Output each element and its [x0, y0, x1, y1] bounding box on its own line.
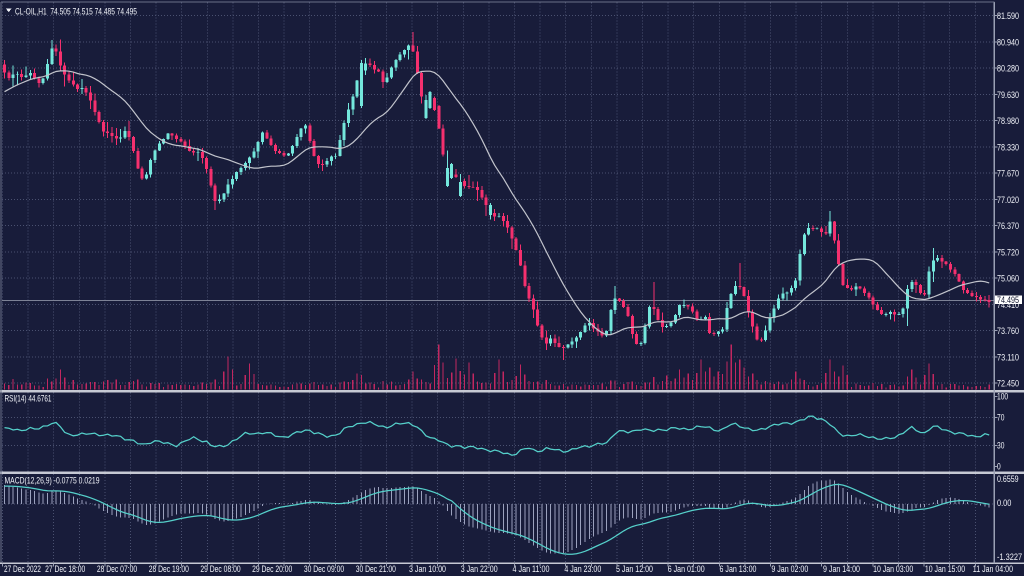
- svg-text:10 Jan 03:00: 10 Jan 03:00: [873, 564, 913, 575]
- svg-text:77.670: 77.670: [997, 169, 1019, 180]
- svg-text:9 Jan 14:00: 9 Jan 14:00: [823, 564, 860, 575]
- svg-text:29 Dec 20:00: 29 Dec 20:00: [252, 564, 292, 575]
- svg-text:73.110: 73.110: [997, 352, 1019, 363]
- svg-text:29 Dec 08:00: 29 Dec 08:00: [200, 564, 240, 575]
- svg-text:0.6559: 0.6559: [997, 474, 1019, 485]
- svg-text:6 Jan 01:00: 6 Jan 01:00: [668, 564, 705, 575]
- svg-text:4 Jan 11:00: 4 Jan 11:00: [513, 564, 550, 575]
- svg-text:6 Jan 13:00: 6 Jan 13:00: [720, 564, 757, 575]
- svg-text:78.980: 78.980: [997, 116, 1019, 127]
- svg-text:80.940: 80.940: [997, 37, 1019, 48]
- svg-text:74.410: 74.410: [997, 300, 1019, 311]
- svg-text:78.330: 78.330: [997, 142, 1019, 153]
- svg-text:11 Jan 04:00: 11 Jan 04:00: [973, 564, 1013, 575]
- svg-text:77.020: 77.020: [997, 195, 1019, 206]
- svg-text:0: 0: [997, 462, 1001, 473]
- svg-text:30 Dec 09:00: 30 Dec 09:00: [304, 564, 344, 575]
- svg-text:9 Jan 02:00: 9 Jan 02:00: [771, 564, 808, 575]
- svg-text:3 Jan 22:00: 3 Jan 22:00: [461, 564, 498, 575]
- svg-text:27 Dec 2022: 27 Dec 2022: [4, 564, 41, 575]
- svg-text:-1.3227: -1.3227: [997, 552, 1022, 563]
- svg-text:10 Jan 15:00: 10 Jan 15:00: [925, 564, 965, 575]
- svg-text:75.720: 75.720: [997, 247, 1019, 258]
- svg-text:CL-OIL,H1 74.505 74.515 74.48: CL-OIL,H1 74.505 74.515 74.485 74.495: [15, 7, 137, 18]
- svg-text:28 Dec 07:00: 28 Dec 07:00: [97, 564, 137, 575]
- svg-text:MACD(12,26,9) -0.0775 0.0219: MACD(12,26,9) -0.0775 0.0219: [5, 476, 100, 487]
- svg-text:27 Dec 18:00: 27 Dec 18:00: [45, 564, 85, 575]
- svg-text:74.495: 74.495: [997, 295, 1019, 306]
- svg-text:3 Jan 10:00: 3 Jan 10:00: [409, 564, 446, 575]
- svg-text:30 Dec 21:00: 30 Dec 21:00: [356, 564, 396, 575]
- svg-text:28 Dec 19:00: 28 Dec 19:00: [149, 564, 189, 575]
- svg-text:75.060: 75.060: [997, 274, 1019, 285]
- svg-text:79.630: 79.630: [997, 90, 1019, 101]
- svg-text:73.760: 73.760: [997, 326, 1019, 337]
- svg-text:80.280: 80.280: [997, 64, 1019, 75]
- svg-text:70: 70: [997, 413, 1004, 424]
- svg-text:4 Jan 23:00: 4 Jan 23:00: [564, 564, 601, 575]
- svg-text:72.450: 72.450: [997, 379, 1019, 390]
- svg-text:76.370: 76.370: [997, 221, 1019, 232]
- svg-text:81.590: 81.590: [997, 11, 1019, 22]
- svg-text:0.00: 0.00: [997, 498, 1011, 509]
- svg-text:5 Jan 12:00: 5 Jan 12:00: [616, 564, 653, 575]
- svg-text:30: 30: [997, 441, 1004, 452]
- svg-text:100: 100: [997, 392, 1008, 403]
- svg-text:RSI(14) 44.6761: RSI(14) 44.6761: [5, 394, 52, 405]
